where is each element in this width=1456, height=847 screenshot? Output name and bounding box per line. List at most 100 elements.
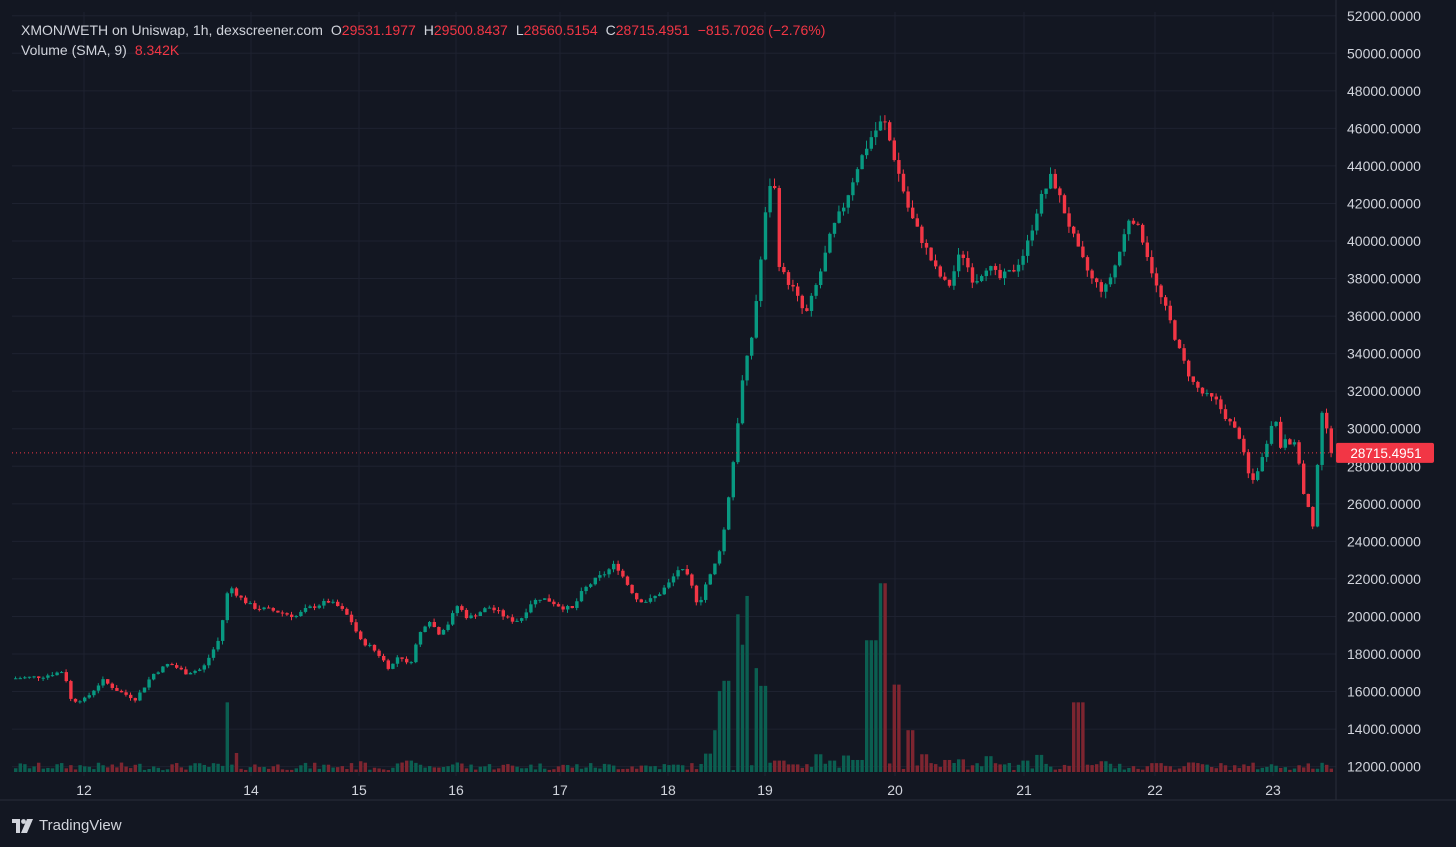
volume-bar bbox=[556, 766, 561, 772]
candle-body bbox=[211, 649, 216, 658]
x-tick-label: 17 bbox=[552, 782, 568, 798]
tradingview-logo-icon bbox=[12, 818, 33, 833]
volume-bar bbox=[1325, 764, 1329, 772]
candle-body bbox=[188, 672, 193, 675]
volume-bar bbox=[676, 764, 680, 772]
candle-body bbox=[501, 610, 505, 617]
volume-bar bbox=[1039, 754, 1044, 772]
volume-bar bbox=[1154, 763, 1159, 772]
candle-body bbox=[64, 672, 68, 682]
candle-body bbox=[667, 582, 671, 588]
volume-bar bbox=[152, 766, 156, 772]
candle-body bbox=[708, 574, 712, 585]
volume-bar bbox=[363, 762, 367, 772]
volume-bar bbox=[405, 760, 409, 772]
volume-bar bbox=[308, 768, 312, 772]
open-value: 29531.1977 bbox=[341, 22, 416, 38]
volume-bar bbox=[662, 764, 666, 772]
volume-label[interactable]: Volume (SMA, 9) bbox=[21, 42, 127, 58]
time-axis[interactable]: 12 14 15 16 17 18 19 20 21 22 23 bbox=[76, 782, 1281, 798]
volume-bar bbox=[1127, 767, 1131, 772]
candle-body bbox=[96, 685, 101, 691]
volume-bar bbox=[750, 765, 754, 772]
open-label: O bbox=[330, 22, 342, 38]
price-candles bbox=[14, 115, 1333, 704]
volume-bar bbox=[883, 583, 887, 772]
candle-body bbox=[1265, 443, 1269, 458]
volume-bar bbox=[1320, 762, 1324, 772]
symbol-title[interactable]: XMON/WETH on Uniswap, 1h, dexscreener.co… bbox=[21, 22, 323, 38]
high-value: 29500.8437 bbox=[433, 22, 508, 38]
candle-body bbox=[441, 629, 446, 635]
volume-bar bbox=[736, 614, 740, 772]
candle-body bbox=[138, 692, 142, 701]
volume-bar bbox=[1251, 762, 1255, 772]
candle-body bbox=[73, 698, 78, 702]
last-price-tag: 28715.4951 bbox=[1336, 442, 1434, 463]
candle-body bbox=[478, 612, 482, 617]
candle-body bbox=[506, 616, 510, 618]
tradingview-brand[interactable]: TradingView bbox=[12, 817, 122, 834]
volume-bar bbox=[704, 753, 708, 772]
candle-body bbox=[924, 242, 929, 248]
candle-body bbox=[119, 690, 124, 693]
candle-body bbox=[722, 529, 726, 552]
brand-name: TradingView bbox=[39, 817, 122, 834]
volume-bar bbox=[690, 763, 694, 772]
volume-bar bbox=[64, 768, 68, 772]
volume-bar bbox=[18, 763, 22, 772]
y-tick-label: 48000.0000 bbox=[1347, 83, 1421, 99]
volume-bar bbox=[175, 763, 179, 772]
candle-body bbox=[561, 606, 565, 610]
candle-body bbox=[497, 610, 501, 612]
y-tick-label: 46000.0000 bbox=[1347, 120, 1421, 136]
volume-bar bbox=[1191, 762, 1195, 772]
volume-bar bbox=[1118, 763, 1122, 772]
volume-bar bbox=[1260, 767, 1264, 772]
volume-bar bbox=[32, 766, 36, 772]
candle-body bbox=[1058, 188, 1062, 196]
candle-body bbox=[1219, 399, 1223, 410]
candle-body bbox=[694, 585, 699, 603]
candle-body bbox=[782, 266, 786, 273]
price-axis[interactable]: 12000.0000 14000.0000 16000.0000 18000.0000… bbox=[0, 0, 1456, 801]
candle-body bbox=[428, 622, 432, 627]
candle-body bbox=[1256, 471, 1260, 480]
candle-body bbox=[1122, 234, 1126, 252]
volume-bar bbox=[345, 769, 349, 772]
candle-body bbox=[740, 380, 745, 424]
candle-body bbox=[915, 218, 919, 227]
candle-body bbox=[759, 259, 763, 302]
volume-bar bbox=[119, 762, 124, 772]
volume-bar bbox=[547, 769, 551, 772]
volume-bar bbox=[598, 768, 602, 772]
volume-bar bbox=[938, 766, 942, 772]
candle-body bbox=[469, 615, 473, 619]
volume-bar bbox=[474, 769, 478, 772]
candle-body bbox=[957, 254, 961, 272]
volume-bar bbox=[349, 763, 354, 772]
volume-bar bbox=[115, 767, 119, 772]
candle-body bbox=[869, 137, 873, 149]
volume-bar bbox=[685, 769, 689, 772]
candle-body bbox=[616, 563, 620, 571]
candle-body bbox=[980, 276, 984, 282]
y-tick-label: 36000.0000 bbox=[1347, 308, 1421, 324]
volume-bar bbox=[796, 764, 800, 772]
candle-body bbox=[184, 669, 188, 675]
volume-bar bbox=[451, 764, 455, 772]
candle-body bbox=[409, 662, 413, 664]
y-tick-label: 20000.0000 bbox=[1347, 608, 1421, 624]
candle-body bbox=[791, 284, 795, 287]
candle-body bbox=[717, 551, 722, 564]
candle-body bbox=[313, 606, 317, 608]
candle-body bbox=[1072, 226, 1076, 234]
candle-body bbox=[142, 687, 147, 693]
volume-bar bbox=[211, 763, 216, 772]
volume-bar bbox=[83, 766, 87, 772]
candle-body bbox=[1292, 442, 1297, 445]
candle-body bbox=[115, 687, 119, 691]
candle-body bbox=[50, 675, 55, 677]
volume-bar bbox=[331, 767, 335, 772]
